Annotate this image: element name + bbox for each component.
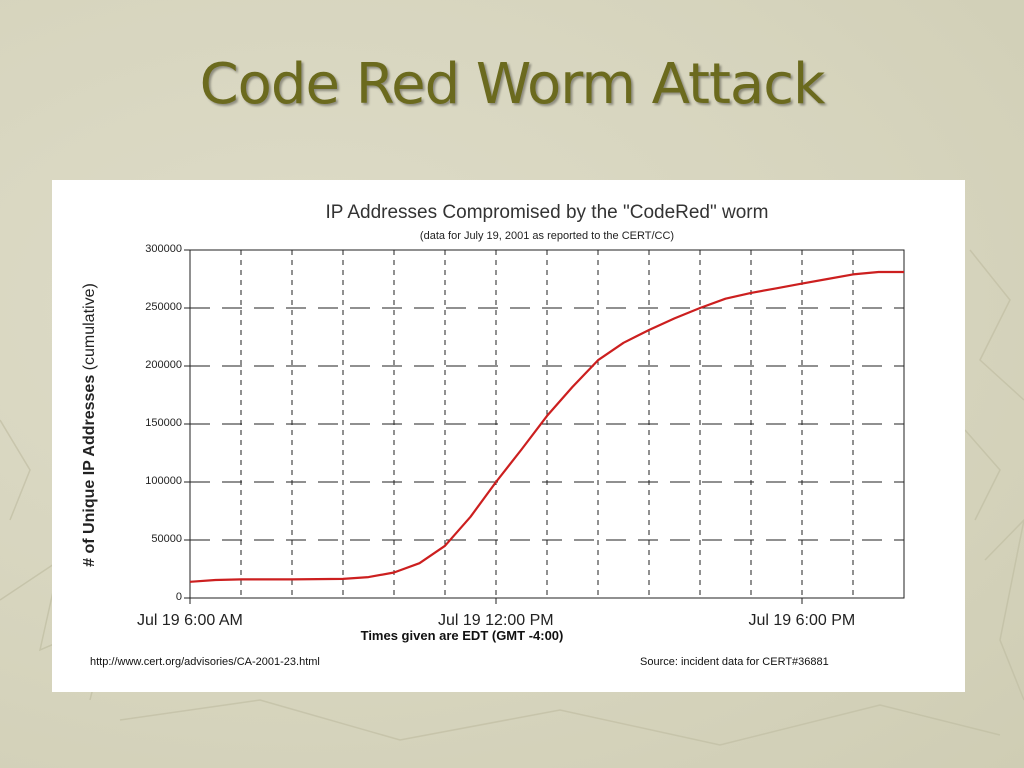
y-tick-label: 200000 <box>145 359 182 371</box>
y-tick-label: 100000 <box>145 475 182 487</box>
x-tick-label: Jul 19 6:00 AM <box>137 612 243 629</box>
x-tick-label: Jul 19 12:00 PM <box>438 612 554 629</box>
chart-panel: IP Addresses Compromised by the "CodeRed… <box>52 180 965 692</box>
chart-title: IP Addresses Compromised by the "CodeRed… <box>325 202 769 223</box>
y-axis-label-rest: (cumulative) <box>81 283 98 375</box>
y-tick-label: 250000 <box>145 301 182 313</box>
chart-subtitle: (data for July 19, 2001 as reported to t… <box>419 230 675 242</box>
y-tick-label: 0 <box>175 591 182 603</box>
y-axis-label: # of Unique IP Addresses (cumulative) <box>81 245 103 605</box>
y-axis-label-bold: # of Unique IP Addresses <box>81 374 98 567</box>
y-tick-label: 50000 <box>151 533 182 545</box>
x-tick-label: Jul 19 6:00 PM <box>748 612 856 629</box>
x-axis-label: Times given are EDT (GMT -4:00) <box>360 628 564 643</box>
footer-url: http://www.cert.org/advisories/CA-2001-2… <box>90 656 320 668</box>
y-tick-label: 300000 <box>145 243 182 255</box>
series-line <box>189 270 904 583</box>
slide-title: Code Red Worm Attack <box>199 52 826 117</box>
footer-source: Source: incident data for CERT#36881 <box>640 656 829 668</box>
chart-plot <box>184 249 905 604</box>
y-tick-label: 150000 <box>145 417 182 429</box>
